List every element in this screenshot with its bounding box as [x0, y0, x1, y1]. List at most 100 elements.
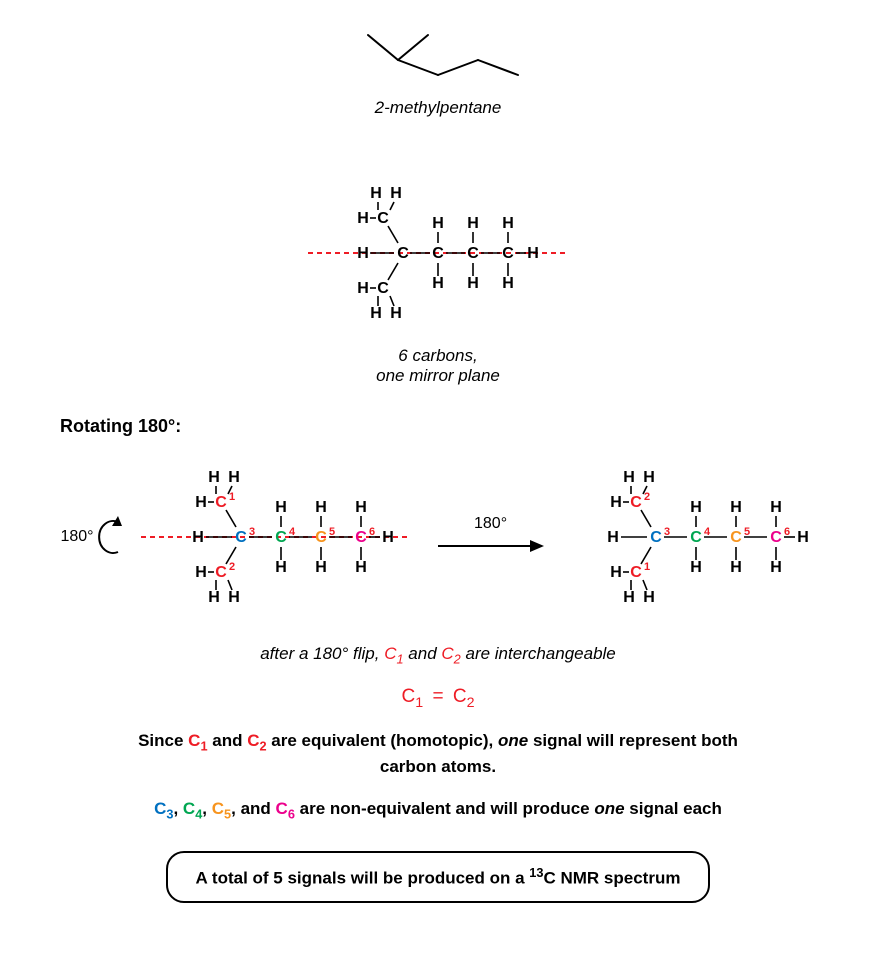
svg-text:H: H [382, 529, 394, 546]
svg-text:H: H [527, 245, 539, 262]
svg-text:H: H [195, 494, 207, 511]
svg-text:H: H [357, 280, 369, 297]
svg-text:C: C [235, 529, 247, 546]
svg-text:C: C [215, 494, 227, 511]
svg-text:H: H [390, 185, 402, 202]
fc-c: are interchangeable [461, 644, 616, 663]
svg-text:C: C [690, 529, 702, 546]
mirror-caption-2: one mirror plane [20, 366, 856, 386]
fc-a: after a 180° flip, [260, 644, 384, 663]
skeletal-caption: 2-methylpentane [20, 98, 856, 118]
fc-c1: C1 [384, 644, 403, 663]
e1-c1: C1 [188, 731, 207, 750]
mirror-block: C C C C C C H H H H H H H H H H H H H H [20, 168, 856, 386]
right-arrow-icon [436, 537, 546, 555]
svg-text:H: H [770, 559, 782, 576]
e1-b: and [208, 731, 248, 750]
svg-text:H: H [370, 185, 382, 202]
svg-text:H: H [355, 499, 367, 516]
eq-c1: C1 [401, 686, 423, 707]
svg-text:H: H [623, 469, 635, 486]
final-box: A total of 5 signals will be produced on… [166, 851, 711, 903]
svg-text:H: H [610, 564, 622, 581]
svg-text:H: H [228, 589, 240, 606]
rotating-heading: Rotating 180°: [60, 416, 856, 437]
svg-text:C: C [377, 210, 389, 227]
svg-text:H: H [355, 559, 367, 576]
svg-text:C: C [650, 529, 662, 546]
svg-text:H: H [467, 275, 479, 292]
e2-c3: C3 [154, 799, 173, 818]
svg-text:H: H [390, 305, 402, 322]
skeletal-structure [338, 20, 538, 90]
e2-c: one [594, 799, 624, 818]
svg-text:H: H [432, 215, 444, 232]
svg-text:H: H [690, 499, 702, 516]
svg-text:H: H [643, 469, 655, 486]
svg-text:H: H [730, 499, 742, 516]
svg-text:H: H [192, 529, 204, 546]
svg-text:H: H [208, 589, 220, 606]
svg-text:H: H [315, 559, 327, 576]
svg-text:C: C [355, 529, 367, 546]
svg-text:H: H [730, 559, 742, 576]
svg-text:C: C [630, 564, 642, 581]
explain-2: C3, C4, C5, and C6 are non-equivalent an… [118, 797, 758, 823]
svg-text:H: H [623, 589, 635, 606]
arrow-label: 180° [436, 515, 546, 533]
svg-text:H: H [315, 499, 327, 516]
svg-text:C: C [275, 529, 287, 546]
svg-text:2: 2 [643, 491, 649, 503]
e2-d: signal each [625, 799, 722, 818]
svg-text:H: H [690, 559, 702, 576]
final-block: A total of 5 signals will be produced on… [20, 831, 856, 903]
svg-text:H: H [610, 494, 622, 511]
fc-b: and [404, 644, 442, 663]
rot-left-label: 180° [60, 512, 125, 562]
e2-c6: C6 [276, 799, 295, 818]
svg-text:H: H [208, 469, 220, 486]
e1-c: are equivalent (homotopic), [267, 731, 498, 750]
eq-sym: = [432, 686, 443, 707]
svg-text:H: H [770, 499, 782, 516]
rotation-row: 180° C1 C3 C2 C4 C5 C6 HHH HHH H HH HH H… [20, 452, 856, 622]
final-b: C NMR spectrum [543, 869, 680, 888]
e2-c4: C4 [183, 799, 202, 818]
svg-text:C: C [432, 245, 444, 262]
svg-text:H: H [357, 210, 369, 227]
e2-and: , and [231, 799, 275, 818]
e2-c5: C5 [212, 799, 231, 818]
curved-arrow-icon [98, 512, 126, 562]
mirror-structure: C C C C C C H H H H H H H H H H H H H H [288, 168, 588, 338]
flip-caption: after a 180° flip, C1 and C2 are interch… [118, 642, 758, 668]
svg-text:1: 1 [643, 561, 649, 573]
colored-structure-right: C2 C3 C1 C4 C5 C6 HHH HHH H HH HH HH H [556, 452, 836, 622]
svg-text:H: H [275, 499, 287, 516]
svg-text:H: H [607, 529, 619, 546]
equality-line: C1 = C2 [20, 686, 856, 711]
rot-left-text: 180° [60, 528, 93, 546]
svg-text:H: H [228, 469, 240, 486]
colored-structure-left: C1 C3 C2 C4 C5 C6 HHH HHH H HH HH HH H [136, 452, 426, 622]
svg-text:C: C [377, 280, 389, 297]
arrow-center: 180° [436, 515, 546, 560]
svg-text:2: 2 [228, 561, 234, 573]
e2-b: are non-equivalent and will produce [295, 799, 594, 818]
svg-text:C: C [215, 564, 227, 581]
e1-a: Since [138, 731, 188, 750]
svg-text:H: H [502, 275, 514, 292]
svg-text:C: C [630, 494, 642, 511]
svg-text:C: C [315, 529, 327, 546]
e1-d: one [498, 731, 528, 750]
eq-c2: C2 [453, 686, 475, 707]
svg-text:H: H [643, 589, 655, 606]
svg-text:C: C [770, 529, 782, 546]
mirror-caption-1: 6 carbons, [20, 346, 856, 366]
svg-text:H: H [502, 215, 514, 232]
final-sup: 13 [529, 865, 543, 880]
svg-text:H: H [797, 529, 809, 546]
svg-text:C: C [502, 245, 514, 262]
svg-text:1: 1 [228, 491, 234, 503]
svg-text:H: H [195, 564, 207, 581]
svg-text:H: H [275, 559, 287, 576]
